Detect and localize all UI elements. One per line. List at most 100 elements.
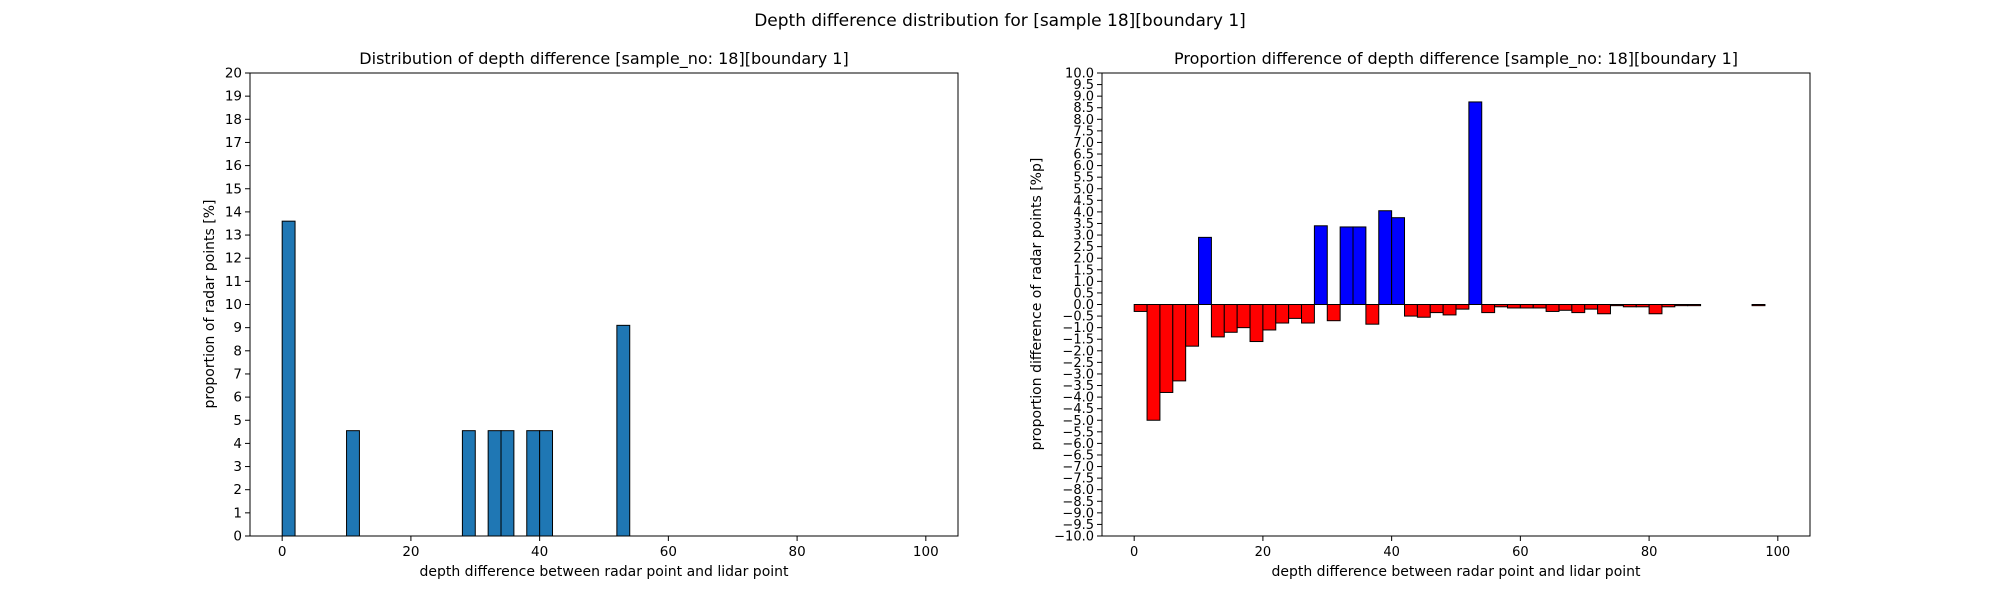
right-y-axis-ticks: −10.0−9.5−9.0−8.5−8.0−7.5−7.0−6.5−6.0−5.… xyxy=(1054,67,1102,545)
right-y-tick-label-32: 6.0 xyxy=(1073,159,1094,174)
right-bar-15 xyxy=(1326,304,1341,322)
right-y-tick-label-3: −8.5 xyxy=(1062,495,1094,510)
right-y-tick-label-13: −3.5 xyxy=(1062,379,1094,394)
right-y-tick-label-1: −9.5 xyxy=(1062,518,1094,533)
left-y-tick-label-11: 11 xyxy=(225,274,242,290)
right-y-tick-label-24: 2.0 xyxy=(1073,252,1094,267)
right-y-tick-label-4: −8.0 xyxy=(1062,483,1094,498)
right-bar-6 xyxy=(1210,304,1225,338)
right-bar-36 xyxy=(1597,304,1611,315)
right-y-tick-label-40: 10.0 xyxy=(1065,67,1094,82)
right-y-tick-label-9: −5.5 xyxy=(1062,425,1094,440)
right-y-tick-label-19: −0.5 xyxy=(1062,310,1094,325)
left-y-tick-label-6: 6 xyxy=(233,390,242,406)
right-y-tick-label-16: −2.0 xyxy=(1062,344,1094,359)
left-y-tick-label-1: 1 xyxy=(233,505,242,521)
right-bar-24 xyxy=(1442,304,1457,316)
chart-right: Proportion difference of depth differenc… xyxy=(1029,49,1811,580)
right-bar-42 xyxy=(1674,304,1689,307)
right-x-tick-label-3: 60 xyxy=(1512,545,1529,560)
right-bar-9 xyxy=(1249,304,1264,343)
right-y-tick-label-18: −1.0 xyxy=(1062,321,1094,336)
left-bar-3 xyxy=(487,430,502,537)
left-y-tick-label-10: 10 xyxy=(225,297,242,313)
right-bar-18 xyxy=(1365,304,1380,325)
left-bar-0 xyxy=(281,220,296,537)
right-bar-38 xyxy=(1622,304,1637,308)
right-bar-16 xyxy=(1339,226,1354,305)
right-y-tick-label-11: −4.5 xyxy=(1062,402,1094,417)
left-x-tick-label-4: 80 xyxy=(788,544,805,560)
left-x-axis-label: depth difference between radar point and… xyxy=(419,564,789,580)
right-bar-3 xyxy=(1172,304,1187,382)
left-x-tick-label-5: 100 xyxy=(913,544,939,560)
left-y-tick-label-7: 7 xyxy=(233,366,242,382)
right-bar-1 xyxy=(1146,304,1161,421)
right-bar-23 xyxy=(1429,304,1444,314)
right-bar-39 xyxy=(1635,304,1650,308)
left-bar-4 xyxy=(500,430,515,537)
right-bar-28 xyxy=(1494,304,1508,308)
right-y-tick-label-2: −9.0 xyxy=(1062,506,1094,521)
right-chart-title: Proportion difference of depth differenc… xyxy=(1174,49,1738,69)
right-y-tick-label-5: −7.5 xyxy=(1062,472,1094,487)
left-y-tick-label-16: 16 xyxy=(225,158,242,174)
right-y-tick-label-0: −10.0 xyxy=(1054,530,1094,545)
right-bar-41 xyxy=(1661,304,1676,308)
right-y-tick-label-39: 9.5 xyxy=(1073,78,1094,93)
left-bar-6 xyxy=(539,430,554,537)
right-bar-14 xyxy=(1313,225,1328,305)
right-bar-31 xyxy=(1532,304,1547,309)
right-x-tick-label-4: 80 xyxy=(1641,545,1658,560)
left-y-tick-label-20: 20 xyxy=(225,66,242,82)
right-bar-10 xyxy=(1262,304,1277,331)
left-bars xyxy=(281,220,631,537)
right-bar-26 xyxy=(1468,101,1483,305)
left-x-tick-label-2: 40 xyxy=(531,544,548,560)
right-bar-20 xyxy=(1391,217,1406,305)
right-bar-48 xyxy=(1751,304,1766,307)
left-y-tick-label-5: 5 xyxy=(233,413,242,429)
right-bar-40 xyxy=(1648,304,1663,315)
right-x-axis-ticks: 0 20 40 60 80 100 xyxy=(1130,536,1790,560)
left-y-tick-label-18: 18 xyxy=(225,112,242,128)
right-y-tick-label-38: 9.0 xyxy=(1073,90,1094,105)
left-y-axis-label: proportion of radar points [%] xyxy=(202,199,218,408)
right-bar-0 xyxy=(1133,304,1148,312)
right-bar-19 xyxy=(1378,210,1393,306)
left-bar-2 xyxy=(461,430,476,537)
right-y-tick-label-22: 1.0 xyxy=(1073,275,1094,290)
right-y-tick-label-7: −6.5 xyxy=(1062,448,1094,463)
right-y-tick-label-30: 5.0 xyxy=(1073,182,1094,197)
right-bar-12 xyxy=(1288,304,1303,319)
right-y-tick-label-26: 3.0 xyxy=(1073,229,1094,244)
left-y-tick-label-15: 15 xyxy=(225,181,242,197)
right-y-tick-label-25: 2.5 xyxy=(1073,240,1094,255)
right-y-tick-label-35: 7.5 xyxy=(1073,124,1094,139)
right-y-axis-label: proportion difference of radar points [%… xyxy=(1029,158,1045,451)
left-bar-1 xyxy=(346,430,360,537)
right-y-tick-label-31: 5.5 xyxy=(1073,171,1094,186)
left-y-tick-label-9: 9 xyxy=(233,320,242,336)
right-bar-5 xyxy=(1198,236,1212,305)
right-bar-30 xyxy=(1519,304,1534,309)
right-x-tick-label-0: 0 xyxy=(1130,545,1138,560)
left-bar-5 xyxy=(526,430,541,537)
right-bar-43 xyxy=(1687,304,1702,307)
right-y-tick-label-8: −6.0 xyxy=(1062,437,1094,452)
left-x-tick-label-0: 0 xyxy=(278,544,287,560)
right-bar-33 xyxy=(1558,304,1573,311)
left-y-tick-label-12: 12 xyxy=(225,251,242,267)
right-x-tick-label-1: 20 xyxy=(1255,545,1272,560)
right-bar-4 xyxy=(1185,304,1200,347)
right-y-tick-label-6: −7.0 xyxy=(1062,460,1094,475)
left-y-tick-label-19: 19 xyxy=(225,89,242,105)
left-y-tick-label-17: 17 xyxy=(225,135,242,151)
left-y-tick-label-3: 3 xyxy=(233,459,242,475)
left-x-tick-label-1: 20 xyxy=(402,544,419,560)
right-y-tick-label-37: 8.5 xyxy=(1073,101,1094,116)
chart-left: Distribution of depth difference [sample… xyxy=(202,49,959,580)
right-y-tick-label-10: −5.0 xyxy=(1062,414,1094,429)
